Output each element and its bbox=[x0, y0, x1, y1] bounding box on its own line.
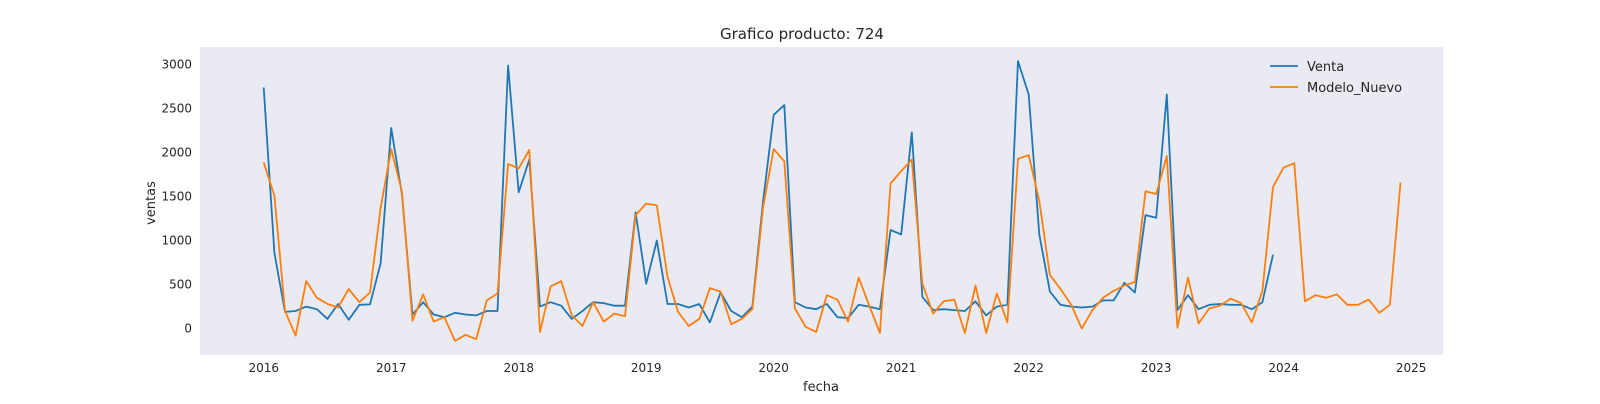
series-line-venta bbox=[262, 60, 1274, 324]
y-tick-label: 3000 bbox=[161, 58, 192, 72]
x-tick-label: 2017 bbox=[376, 361, 407, 375]
x-tick-label: 2018 bbox=[503, 361, 534, 375]
x-tick-label: 2022 bbox=[1013, 361, 1044, 375]
x-tick-label: 2023 bbox=[1141, 361, 1172, 375]
y-tick-label: 2500 bbox=[161, 102, 192, 116]
y-tick-label: 1000 bbox=[161, 234, 192, 248]
chart-title: Grafico producto: 724 bbox=[720, 25, 884, 43]
y-tick-label: 0 bbox=[184, 322, 192, 336]
x-tick-label: 2025 bbox=[1396, 361, 1427, 375]
x-tick-label: 2020 bbox=[758, 361, 789, 375]
series-lines bbox=[262, 60, 1402, 342]
series-line-modelo-nuevo bbox=[262, 148, 1402, 342]
x-tick-label: 2016 bbox=[248, 361, 279, 375]
plot-area bbox=[200, 47, 1443, 355]
x-tick-labels: 2016 2017 2018 2019 2020 2021 2022 2023 2024 2025 bbox=[248, 361, 1426, 375]
legend-label: Modelo_Nuevo bbox=[1307, 81, 1402, 96]
x-tick-label: 2021 bbox=[886, 361, 917, 375]
y-tick-label: 500 bbox=[169, 278, 192, 292]
legend-label: Venta bbox=[1307, 60, 1344, 75]
y-tick-label: 1500 bbox=[161, 190, 192, 204]
x-tick-label: 2019 bbox=[631, 361, 662, 375]
x-tick-label: 2024 bbox=[1268, 361, 1299, 375]
legend: Venta Modelo_Nuevo bbox=[1270, 60, 1402, 96]
x-axis-label: fecha bbox=[803, 380, 839, 395]
y-tick-labels: 0 500 1000 1500 2000 2500 3000 bbox=[161, 58, 192, 336]
y-tick-label: 2000 bbox=[161, 146, 192, 160]
y-axis-label: ventas bbox=[144, 181, 159, 225]
